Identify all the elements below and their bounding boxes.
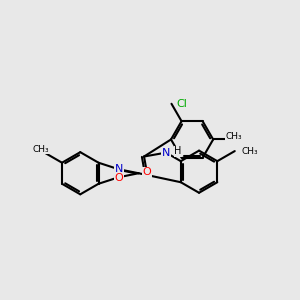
- Text: O: O: [115, 173, 124, 183]
- Text: N: N: [162, 148, 170, 158]
- Text: N: N: [115, 164, 123, 174]
- Text: O: O: [142, 167, 152, 177]
- Text: CH₃: CH₃: [33, 145, 50, 154]
- Text: Cl: Cl: [176, 99, 187, 109]
- Text: CH₃: CH₃: [242, 147, 258, 156]
- Text: H: H: [174, 146, 182, 156]
- Text: CH₃: CH₃: [225, 133, 242, 142]
